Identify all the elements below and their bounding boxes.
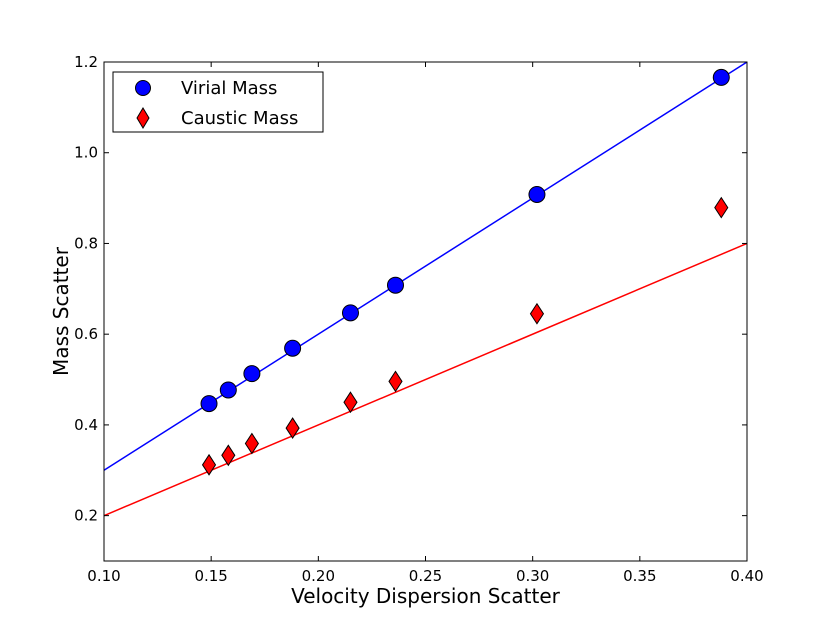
point-virial-mass [284,339,302,357]
x-tick-label: 0.25 [409,567,442,585]
legend-label-virial: Virial Mass [181,78,277,99]
legend: Virial Mass Caustic Mass [112,71,324,133]
x-tick-label: 0.15 [194,567,227,585]
axis-ticks [103,61,748,561]
point-caustic-mass [244,432,259,455]
y-tick-label: 0.2 [74,507,98,525]
y-tick-label: 1.0 [74,144,98,162]
x-tick-label: 0.10 [87,567,120,585]
y-tick-label: 1.2 [74,53,98,71]
point-caustic-mass [221,444,236,467]
point-caustic-mass [285,417,300,440]
x-tick-label: 0.30 [516,567,549,585]
legend-marker-virial [135,80,151,96]
legend-marker-caustic [136,107,150,129]
y-tick-label: 0.6 [74,325,98,343]
x-axis-label: Velocity Dispersion Scatter [291,584,561,608]
point-caustic-mass [529,302,545,325]
x-tick-label: 0.20 [302,567,335,585]
plot-area [104,62,747,561]
axis-tick-labels: 0.10 0.15 0.20 0.25 0.30 0.35 0.40 0.2 0.4 0.6 0.8… [74,53,764,585]
point-virial-mass [712,68,730,86]
point-virial-mass [219,381,237,399]
point-virial-mass [386,276,404,294]
point-caustic-mass [343,391,358,414]
point-virial-mass [341,304,359,322]
point-caustic-mass [714,196,729,219]
point-virial-mass [243,365,261,383]
data-points [200,68,730,476]
point-caustic-mass [388,370,403,393]
point-caustic-mass [201,453,217,476]
x-tick-label: 0.35 [623,567,656,585]
point-virial-mass [200,395,218,413]
y-tick-label: 0.4 [74,416,98,434]
y-axis-label: Mass Scatter [49,246,73,376]
x-tick-label: 0.40 [730,567,763,585]
point-virial-mass [528,185,546,203]
y-tick-label: 0.8 [74,234,98,252]
legend-label-caustic: Caustic Mass [181,108,298,129]
